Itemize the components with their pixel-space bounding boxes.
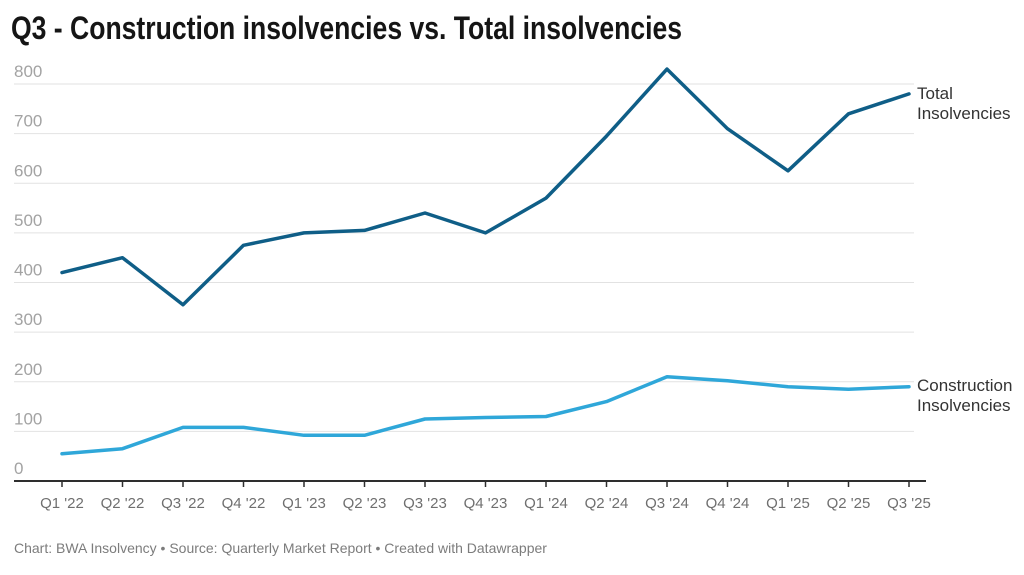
x-tick-label: Q1 '24 [524, 495, 568, 512]
series-label-construction: Construction Insolvencies [917, 376, 1013, 415]
x-tick-label: Q1 '25 [766, 495, 810, 512]
x-tick-label: Q2 '24 [585, 495, 629, 512]
x-tick-label: Q4 '22 [222, 495, 266, 512]
y-tick-label: 200 [14, 360, 42, 379]
y-tick-label: 400 [14, 261, 42, 280]
x-tick-label: Q3 '22 [161, 495, 205, 512]
series-label-total: Total Insolvencies [917, 84, 1011, 123]
x-tick-label: Q4 '24 [706, 495, 750, 512]
x-tick-label: Q2 '25 [827, 495, 871, 512]
y-tick-label: 800 [14, 62, 42, 81]
y-tick-label: 300 [14, 310, 42, 329]
x-tick-label: Q2 '23 [343, 495, 387, 512]
x-tick-label: Q3 '24 [645, 495, 689, 512]
y-tick-label: 100 [14, 409, 42, 428]
x-tick-label: Q2 '22 [101, 495, 145, 512]
construction-insolvencies-line [60, 375, 911, 456]
chart-title: Q3 - Construction insolvencies vs. Total… [11, 10, 683, 46]
x-tick-label: Q4 '23 [464, 495, 508, 512]
x-tick-label: Q3 '23 [403, 495, 447, 512]
chart-footer-attribution: Chart: BWA Insolvency • Source: Quarterl… [14, 540, 547, 556]
x-tick-label: Q1 '23 [282, 495, 326, 512]
x-tick-label: Q3 '25 [887, 495, 931, 512]
y-tick-label: 700 [14, 112, 42, 131]
y-tick-label: 600 [14, 161, 42, 180]
y-tick-label: 500 [14, 211, 42, 230]
total-insolvencies-line [60, 67, 911, 307]
y-tick-label: 0 [14, 459, 23, 478]
x-tick-label: Q1 '22 [40, 495, 84, 512]
